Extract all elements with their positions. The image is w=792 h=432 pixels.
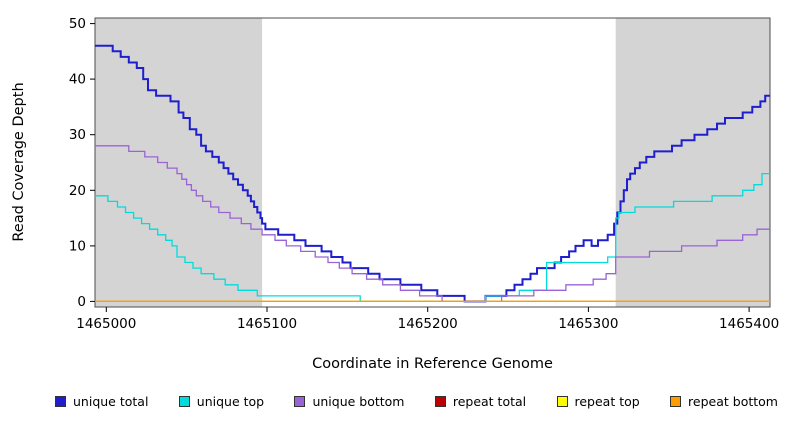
y-tick-label: 30 (69, 127, 86, 143)
legend-label: repeat total (452, 394, 527, 409)
legend-label: unique bottom (312, 394, 405, 409)
plot-area: 1465000 1465100 1465200 1465300 1465400 0 10 20… (69, 16, 779, 332)
legend-item-repeat-total: repeat total (434, 394, 527, 409)
legend-item-unique-top: unique top (178, 394, 265, 409)
legend-item-repeat-top: repeat top (556, 394, 640, 409)
legend-swatch (178, 396, 190, 407)
shaded-region (95, 18, 263, 307)
legend-label: repeat top (574, 394, 640, 409)
series-line-unique-top (95, 172, 770, 303)
legend-swatch (55, 396, 66, 407)
series-line-unique-total (95, 44, 770, 303)
legend: unique total unique top unique bottom repea… (0, 394, 792, 409)
y-tick-label: 20 (69, 183, 86, 199)
x-tick-label: 1465200 (398, 316, 458, 332)
legend-swatch (434, 396, 446, 407)
plot-frame (94, 17, 771, 308)
y-axis-title: Read Coverage Depth (11, 82, 27, 242)
x-tick-label: 1465100 (237, 316, 297, 332)
legend-swatch (670, 396, 682, 407)
x-tick-label: 1465300 (558, 316, 618, 332)
y-tick-label: 10 (69, 238, 86, 254)
y-tick-label: 40 (69, 72, 86, 88)
legend-item-repeat-bottom: repeat bottom (670, 394, 778, 409)
legend-label: unique total (73, 394, 149, 409)
legend-label: unique top (196, 394, 265, 409)
legend-swatch (294, 396, 306, 407)
legend-label: repeat bottom (688, 394, 778, 409)
x-tick-label: 1465400 (719, 316, 779, 332)
series-line-unique-bottom (95, 145, 770, 303)
x-axis-title: Coordinate in Reference Genome (312, 356, 553, 372)
y-tick-label: 0 (77, 294, 86, 310)
legend-item-unique-bottom: unique bottom (294, 394, 405, 409)
y-tick-label: 50 (69, 16, 86, 32)
legend-swatch (556, 396, 568, 407)
x-tick-label: 1465000 (76, 316, 136, 332)
legend-item-unique-total: unique total (55, 394, 148, 409)
